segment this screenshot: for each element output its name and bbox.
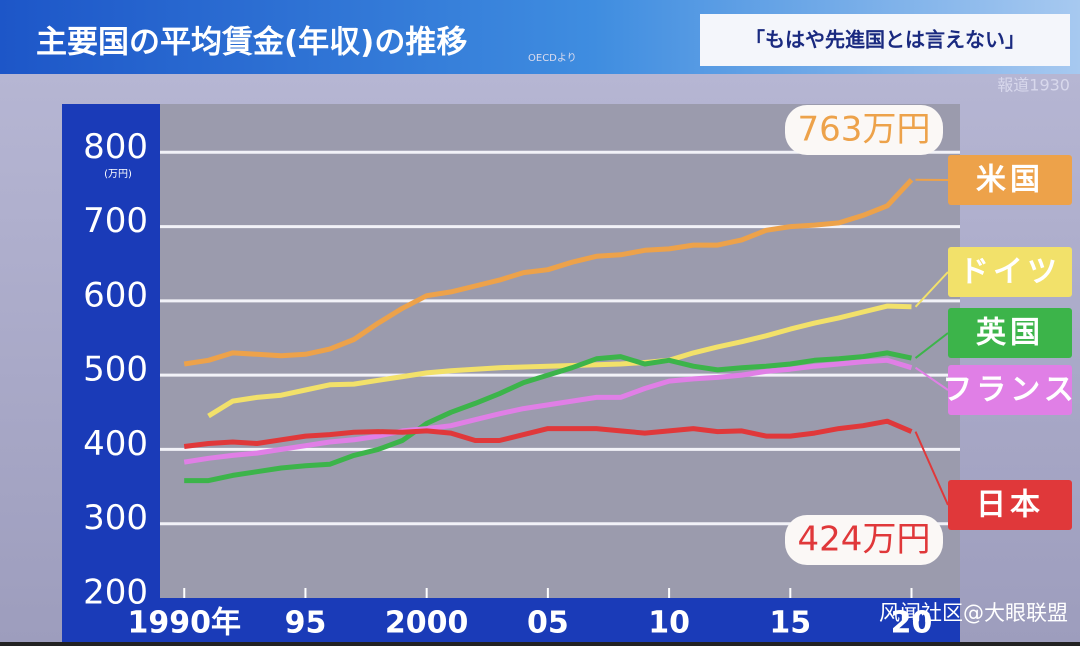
chart-title: 主要国の平均賃金(年収)の推移: [36, 25, 467, 61]
x-tick-label: 2000: [385, 606, 469, 641]
logo: 報道1930: [997, 76, 1070, 95]
subtitle: 「もはや先進国とは言えない」: [745, 28, 1025, 52]
x-tick-label: 05: [527, 606, 569, 641]
y-tick-label: 400: [83, 424, 148, 464]
x-tick-label: 95: [285, 606, 327, 641]
y-tick-label: 600: [83, 275, 148, 315]
value-label: 763万円: [798, 110, 931, 150]
legend-label: 米国: [976, 163, 1044, 198]
value-label: 424万円: [798, 520, 931, 560]
y-tick-label: 700: [83, 201, 148, 241]
legend-label: 日本: [976, 488, 1044, 523]
x-tick-label: 15: [769, 606, 811, 641]
y-tick-label: 500: [83, 350, 148, 390]
watermark: 风闻社区@大眼联盟: [879, 601, 1068, 625]
source: OECDより: [528, 52, 577, 64]
legend-label: ドイツ: [959, 255, 1061, 290]
y-tick-label: 300: [83, 498, 148, 538]
x-tick-label: 1990年: [127, 606, 241, 641]
legend-label: 英国: [976, 316, 1044, 351]
legend-label: フランス: [942, 373, 1077, 408]
y-unit: (万円): [104, 169, 132, 180]
y-tick-label: 800: [83, 127, 148, 167]
x-tick-label: 10: [648, 606, 690, 641]
